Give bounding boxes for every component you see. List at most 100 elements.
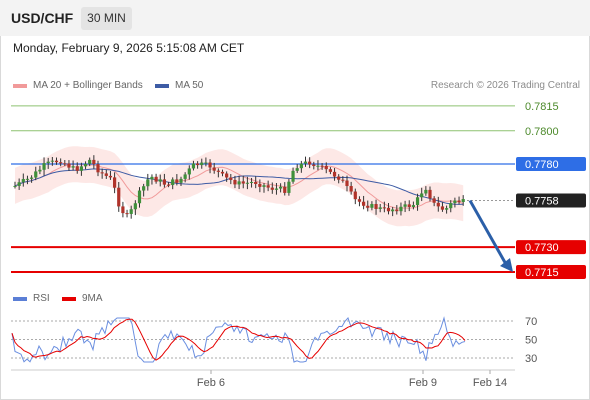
candle-body	[237, 181, 241, 185]
candle-body	[34, 171, 38, 178]
candle-body	[92, 159, 96, 165]
candle-body	[291, 170, 295, 182]
candle	[303, 156, 308, 167]
candle-body	[287, 181, 291, 193]
last-level-tag	[516, 193, 586, 208]
candle-body	[233, 179, 237, 185]
candle-body	[17, 182, 21, 186]
candle	[274, 182, 279, 195]
candle	[129, 205, 133, 219]
candle-body	[158, 179, 162, 182]
candle	[449, 200, 453, 213]
ma9-label: 9MA	[82, 293, 103, 304]
candle-body	[299, 163, 303, 169]
candle	[175, 174, 179, 186]
candle	[220, 169, 225, 177]
candle	[233, 175, 237, 189]
candle-body	[274, 188, 279, 190]
candle-body	[187, 168, 191, 175]
candle-body	[316, 165, 320, 167]
candle	[403, 200, 407, 213]
candle	[162, 173, 166, 188]
candle-body	[432, 198, 436, 203]
candle	[225, 171, 229, 182]
candle	[440, 202, 445, 212]
candle-body	[457, 200, 461, 202]
candle	[171, 177, 175, 190]
candle-body	[150, 176, 154, 180]
candle-body	[142, 186, 146, 191]
candle-body	[449, 203, 453, 209]
candle-body	[175, 179, 179, 183]
candle	[279, 183, 283, 193]
candle	[34, 166, 38, 181]
last-level-label: 0.7758	[525, 196, 559, 208]
rsi-tick-label: 30	[525, 353, 537, 365]
candle	[428, 186, 432, 202]
candle-body	[225, 173, 229, 178]
candle	[407, 200, 411, 212]
candle	[121, 201, 125, 218]
candle	[137, 187, 142, 208]
candle	[25, 175, 30, 185]
legend-ma50: MA 50	[155, 80, 203, 91]
pivot-level-label: 0.7780	[525, 159, 559, 171]
candle	[349, 181, 353, 195]
candle	[42, 157, 46, 176]
candle	[424, 186, 428, 196]
ma50-label: MA 50	[175, 80, 204, 91]
resistance-level-label: 0.7815	[525, 101, 559, 113]
rsi-9ma-line	[11, 318, 466, 361]
candle	[270, 182, 274, 194]
candle	[420, 187, 424, 202]
candle	[411, 201, 415, 210]
candle-body	[324, 165, 328, 170]
candle-body	[30, 177, 34, 179]
candle-body	[453, 200, 457, 204]
candle-body	[424, 189, 428, 194]
candle-body	[345, 180, 349, 187]
candle	[445, 205, 449, 214]
x-tick-label: Feb 14	[473, 377, 507, 389]
support-level-label: 0.7730	[525, 242, 559, 254]
candle-body	[391, 209, 395, 212]
candle	[196, 161, 200, 169]
candle	[249, 177, 254, 188]
candle	[258, 179, 262, 193]
resistance-level-label: 0.7800	[525, 126, 559, 138]
candle	[299, 160, 303, 173]
candle	[204, 157, 208, 167]
candle-body	[461, 199, 465, 202]
candle-body	[108, 175, 113, 178]
candle	[96, 160, 100, 177]
candle-body	[415, 197, 420, 206]
candle-body	[328, 169, 332, 172]
candle-body	[83, 163, 88, 167]
candle-body	[420, 193, 424, 198]
ma50-swatch	[155, 83, 169, 88]
support-level-tag	[516, 265, 586, 279]
candle-body	[171, 179, 175, 186]
candle-body	[445, 208, 449, 210]
candle	[92, 155, 96, 169]
candle-body	[258, 184, 262, 187]
candle	[287, 179, 291, 196]
candle	[46, 157, 50, 169]
candle-body	[146, 179, 150, 187]
candle	[17, 178, 21, 190]
candle-body	[204, 162, 208, 164]
candle-body	[428, 189, 432, 199]
candle-body	[370, 204, 374, 208]
candle	[262, 182, 266, 193]
candle-body	[196, 163, 200, 166]
candle	[308, 157, 312, 169]
candle-body	[266, 185, 270, 188]
candle	[50, 157, 54, 166]
candle	[312, 161, 316, 170]
candle	[453, 197, 457, 208]
candle	[399, 202, 403, 216]
candle-body	[303, 161, 308, 164]
candle-body	[113, 177, 117, 188]
timeframe-button[interactable]: 30 MIN	[81, 7, 132, 30]
candle-body	[166, 184, 171, 186]
